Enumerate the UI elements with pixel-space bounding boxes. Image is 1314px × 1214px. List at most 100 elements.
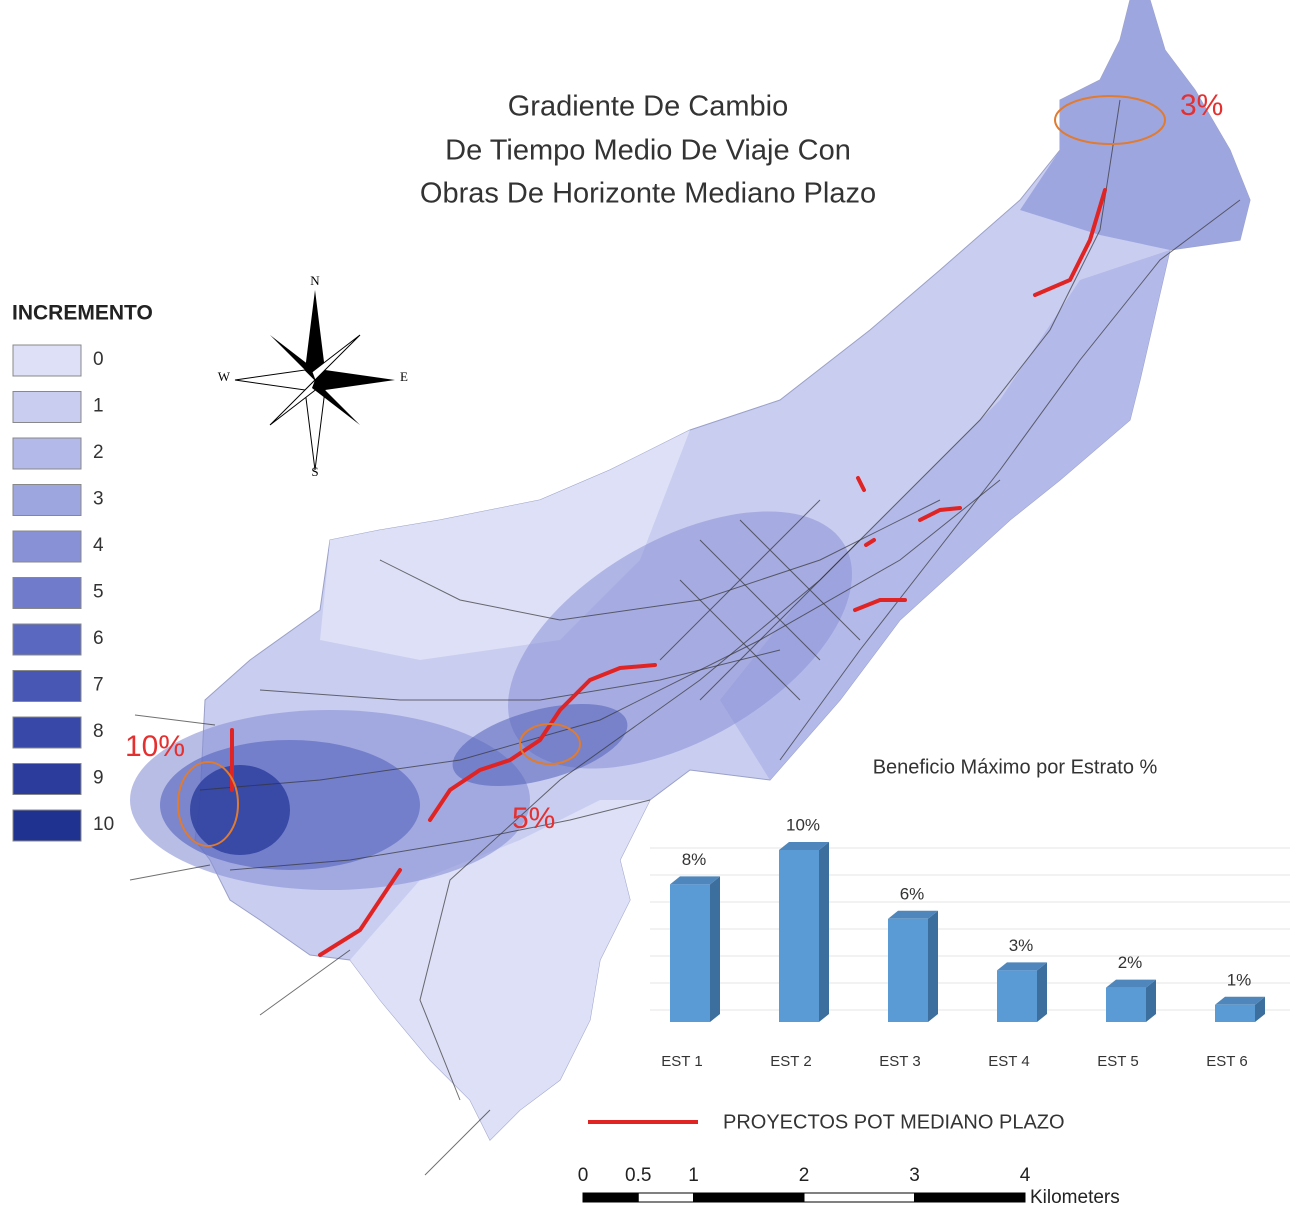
road: [379, 499, 941, 621]
x-tick-label: EST 2: [770, 1053, 811, 1070]
project-line: [1033, 188, 1107, 297]
legend-swatch: [12, 763, 82, 795]
x-tick-label: EST 6: [1206, 1053, 1247, 1070]
compass-arrow: [270, 335, 318, 380]
compass-label: W: [218, 369, 231, 384]
scale-segment: [582, 1192, 639, 1203]
title: Gradiente De Cambio De Tiempo Medio De V…: [420, 91, 876, 210]
chart-title: Beneficio Máximo por Estrato %: [873, 756, 1158, 778]
compass: N S E W: [218, 273, 408, 479]
legend-swatch: [12, 484, 82, 516]
x-tick-label: EST 1: [661, 1053, 702, 1070]
map: 3% 10% 5%: [125, 0, 1251, 1176]
projects-legend-label: PROYECTOS POT MEDIANO PLAZO: [723, 1111, 1065, 1133]
compass-arrow: [305, 290, 325, 380]
scale-label: 2: [799, 1165, 810, 1186]
legend-swatch: [12, 809, 82, 842]
compass-arrow: [315, 370, 395, 390]
legend-swatch: [12, 716, 82, 749]
gradient-west-8: [190, 765, 290, 855]
bar-side: [1146, 979, 1156, 1022]
scale-label: 0: [578, 1165, 589, 1186]
bar: [1106, 987, 1146, 1022]
legend-label: 2: [93, 442, 104, 463]
legend-swatch: [12, 344, 82, 377]
bar-top: [1215, 996, 1265, 1005]
legend-swatch: [12, 530, 82, 563]
projects-legend: PROYECTOS POT MEDIANO PLAZO: [588, 1111, 1065, 1133]
value-label: 2%: [1118, 953, 1143, 972]
compass-label: N: [310, 273, 320, 288]
bar-chart: Beneficio Máximo por Estrato % 8% EST 1 10…: [650, 756, 1290, 1070]
legend-label: 1: [93, 396, 104, 417]
scale-label: 4: [1020, 1165, 1031, 1186]
annotation: 5%: [512, 802, 555, 835]
scale-label: 0.5: [625, 1165, 651, 1186]
value-label: 3%: [1009, 936, 1034, 955]
road: [229, 799, 651, 871]
compass-arrow: [312, 380, 360, 425]
title-line: Obras De Horizonte Mediano Plazo: [420, 178, 876, 210]
bar: [888, 918, 928, 1022]
x-tick-label: EST 5: [1097, 1053, 1138, 1070]
scale-segment: [693, 1192, 805, 1203]
compass-arrow: [234, 369, 316, 391]
road: [659, 499, 861, 701]
legend-swatch: [12, 391, 82, 423]
scale-unit: Kilometers: [1030, 1187, 1120, 1208]
compass-label: E: [400, 369, 408, 384]
legend-swatch: [12, 577, 82, 609]
bar-side: [1255, 996, 1265, 1022]
legend-title: INCREMENTO: [12, 302, 153, 325]
legend-label: 10: [93, 814, 114, 835]
legend-label: 4: [93, 535, 104, 556]
x-tick-label: EST 4: [988, 1053, 1029, 1070]
legend-swatch: [12, 670, 82, 702]
scale-label: 3: [909, 1165, 920, 1186]
bar-top: [1106, 979, 1156, 988]
legend-label: 0: [93, 349, 104, 370]
annotation: 3%: [1180, 89, 1223, 122]
road: [129, 714, 491, 1176]
value-label: 6%: [900, 884, 925, 903]
highlight-ellipse: [519, 723, 581, 765]
bar-top: [779, 842, 829, 850]
project-line: [318, 868, 402, 957]
highlight-ellipse: [1054, 95, 1166, 145]
bar: [1215, 1004, 1255, 1022]
legend-label: 9: [93, 768, 104, 789]
project-line: [853, 476, 962, 612]
bar-side: [1037, 962, 1047, 1022]
projects: [230, 188, 1107, 957]
annotation: 10%: [125, 730, 185, 763]
road: [259, 649, 781, 701]
title-line: Gradiente De Cambio: [508, 91, 788, 123]
bar: [670, 884, 710, 1022]
value-label: 10%: [786, 815, 820, 834]
project-line: [428, 663, 657, 822]
legend-swatch: [12, 437, 82, 470]
value-label: 8%: [682, 850, 707, 869]
scale-segment: [914, 1192, 1026, 1203]
x-tick-label: EST 3: [879, 1053, 920, 1070]
bar-top: [888, 910, 938, 919]
roads: [129, 99, 1241, 1176]
legend: 0 1 2 3 4 5 6 7 8 9 10: [12, 344, 114, 842]
legend-label: 7: [93, 675, 104, 696]
scale-segment: [637, 1192, 694, 1203]
compass-label: S: [311, 464, 318, 479]
legend-label: 3: [93, 489, 104, 510]
compass-arrow: [311, 334, 361, 381]
road: [779, 199, 1241, 761]
scale-segment: [803, 1192, 915, 1203]
bar-side: [928, 910, 938, 1022]
legend-label: 8: [93, 721, 104, 742]
legend-label: 5: [93, 582, 104, 603]
title-line: De Tiempo Medio De Viaje Con: [445, 135, 851, 167]
value-label: 1%: [1227, 970, 1252, 989]
zone-southwest-light: [350, 800, 650, 1140]
zone-north: [1020, 0, 1250, 250]
highlight-ellipse: [177, 761, 239, 847]
